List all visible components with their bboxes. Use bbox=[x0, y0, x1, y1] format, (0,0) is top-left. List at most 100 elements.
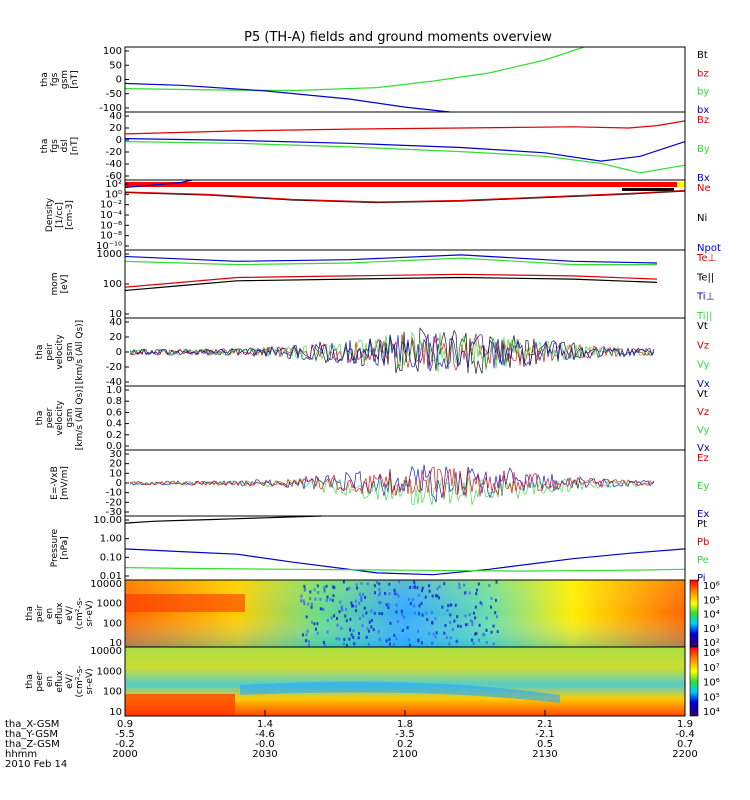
spectrogram-pixel bbox=[355, 604, 357, 608]
x-axis-value: 1.4 bbox=[257, 719, 273, 730]
legend-entry: Ne bbox=[697, 183, 711, 194]
spectrogram-pixel bbox=[323, 643, 326, 647]
spectrogram-pixel bbox=[319, 597, 322, 601]
x-axis-row-label: tha_Z-GSM bbox=[5, 739, 60, 750]
spectrogram-pixel bbox=[469, 619, 472, 623]
x-axis-value: -0.4 bbox=[675, 729, 695, 740]
legend-entry: Bz bbox=[697, 115, 709, 126]
legend-entry: Npot bbox=[697, 243, 721, 254]
spectrogram-pixel bbox=[300, 599, 303, 603]
y-tick-label: -60 bbox=[106, 171, 122, 182]
y-tick-label: 0.0 bbox=[106, 441, 122, 452]
spectrogram-pixel bbox=[345, 643, 348, 647]
ylabel-line: tha bbox=[35, 411, 45, 426]
spectrogram-pixel bbox=[300, 594, 303, 598]
spectrogram-pixel bbox=[333, 586, 336, 590]
y-tick-label: 100 bbox=[103, 279, 122, 290]
spectrogram-pixel bbox=[340, 607, 343, 611]
colorbar-tick-label: 10³ bbox=[703, 624, 720, 635]
ylabel-line: velocity bbox=[55, 334, 65, 370]
y-tick-label: 10⁻⁸ bbox=[100, 231, 122, 242]
spectrogram-pixel bbox=[326, 618, 329, 622]
y-tick-label: 0.2 bbox=[106, 430, 122, 441]
ylabel-line: [eV] bbox=[60, 275, 70, 294]
y-tick-label: 100 bbox=[103, 46, 122, 57]
x-axis-value: 0.7 bbox=[677, 739, 693, 750]
spectrogram-pixel bbox=[407, 597, 410, 601]
spectrogram-pixel bbox=[387, 603, 390, 606]
y-tick-label: 50 bbox=[109, 60, 122, 71]
spectrogram-pixel bbox=[316, 584, 319, 588]
panel-peer_eflux: tha peer en eflux eV/(cm²-s-sr-eV) 10000 1000 1… bbox=[25, 646, 720, 718]
spectrogram-pixel bbox=[322, 640, 325, 644]
spectrogram-pixel bbox=[485, 641, 488, 645]
series-line bbox=[124, 548, 686, 576]
spectrogram-pixel bbox=[358, 592, 361, 596]
spectrogram-pixel bbox=[342, 580, 345, 584]
spectrogram-pixel bbox=[428, 584, 431, 588]
ylabel-line: mom bbox=[50, 272, 60, 295]
spectrogram-pixel bbox=[311, 620, 313, 624]
spectrogram-pixel bbox=[348, 586, 351, 590]
ylabel-line: tha bbox=[25, 606, 35, 621]
spectrogram-pixel bbox=[355, 609, 358, 613]
colorbar-tick-label: 10⁵ bbox=[703, 595, 720, 606]
spectrogram-pixel bbox=[377, 630, 380, 634]
x-axis-value: 0.2 bbox=[397, 739, 413, 750]
spectrogram-pixel bbox=[449, 613, 452, 617]
panel-fgs: tha fgs gsm [nT] 100 50 0 -50 -100 Bt bz by bx bbox=[40, 46, 709, 116]
ylabel-line: (cm²-s- bbox=[75, 665, 85, 697]
spectrogram-pixel bbox=[303, 588, 306, 592]
status-bar-black bbox=[622, 188, 674, 191]
spectrogram-pixel bbox=[436, 587, 439, 591]
spectrogram-pixel bbox=[365, 611, 368, 615]
spectrogram-pixel bbox=[364, 595, 367, 599]
spectrogram-pixel bbox=[455, 639, 458, 643]
spectrogram-pixel bbox=[388, 592, 391, 596]
spectrogram-pixel bbox=[388, 637, 391, 641]
y-tick-label: 1000 bbox=[97, 599, 122, 610]
spectrogram-pixel bbox=[360, 599, 363, 603]
spectrogram-pixel bbox=[451, 628, 454, 632]
spectrogram-pixel bbox=[359, 617, 361, 621]
series-line bbox=[124, 82, 450, 113]
spectrogram-pixel bbox=[350, 633, 353, 637]
ylabel-line: [nPa] bbox=[60, 536, 70, 559]
spectrogram-pixel bbox=[428, 589, 431, 593]
spectrogram-pixel bbox=[474, 616, 477, 620]
spectrogram-pixel bbox=[417, 593, 420, 597]
spectrogram-pixel bbox=[435, 594, 437, 598]
y-tick-label: -20 bbox=[106, 497, 122, 508]
y-tick-label: 0 bbox=[116, 135, 122, 146]
y-tick-label: 1.0 bbox=[106, 385, 122, 396]
spectrogram-pixel bbox=[332, 594, 335, 598]
y-tick-label: 0.4 bbox=[106, 419, 122, 430]
spectrogram-pixel bbox=[385, 603, 388, 607]
ylabel-line: fgs bbox=[50, 139, 60, 153]
spectrogram-pixel bbox=[394, 591, 397, 595]
legend-entry: Te⊥ bbox=[696, 253, 716, 264]
y-tick-label: 10 bbox=[109, 638, 122, 649]
spectrogram-pixel bbox=[354, 599, 357, 603]
spectrogram-pixel bbox=[495, 580, 498, 584]
spectrogram-pixel bbox=[352, 629, 355, 633]
spectrogram-pixel bbox=[432, 632, 435, 636]
spectrogram-pixel bbox=[417, 638, 420, 642]
spectrogram-pixel bbox=[349, 617, 352, 621]
x-axis-value: 2000 bbox=[112, 749, 137, 760]
ylabel-line: sr-eV) bbox=[85, 600, 95, 626]
spectrogram-pixel bbox=[409, 602, 412, 606]
spectrogram-pixel bbox=[361, 624, 364, 628]
spectrogram-pixel bbox=[306, 629, 309, 633]
spectrogram-pixel bbox=[471, 620, 474, 624]
colorbar-tick-label: 10⁴ bbox=[703, 707, 720, 718]
colorbar-tick-label: 10⁶ bbox=[703, 581, 720, 592]
spectrogram-pixel bbox=[458, 586, 461, 590]
legend-entry: Ey bbox=[697, 481, 709, 492]
spectrogram-pixel bbox=[302, 599, 305, 603]
spectrogram-pixel bbox=[308, 643, 310, 647]
spectrogram-pixel bbox=[492, 624, 495, 628]
spectrogram-pixel bbox=[453, 619, 456, 623]
y-tick-label: -10 bbox=[106, 488, 122, 499]
y-tick-label: -20 bbox=[106, 147, 122, 158]
